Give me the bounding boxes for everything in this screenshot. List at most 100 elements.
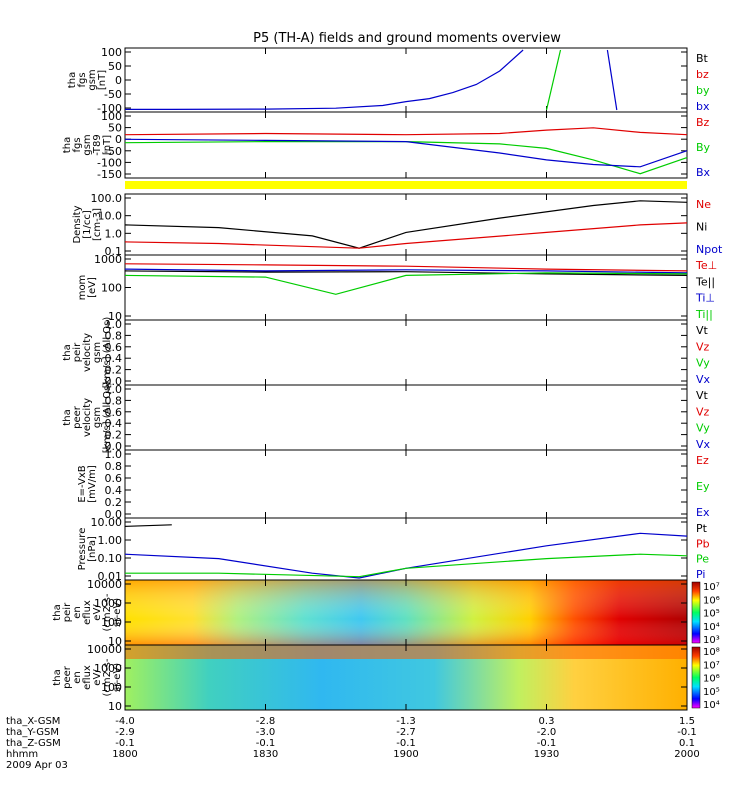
x-row-value: -0.1 bbox=[396, 738, 416, 749]
colorbar-tick-label: 10⁶ bbox=[703, 674, 720, 685]
y-axis-label: [km/s] (All Qs) bbox=[102, 317, 113, 389]
y-tick-label: 1.00 bbox=[98, 534, 123, 547]
y-tick-label: 0.2 bbox=[105, 429, 123, 442]
y-axis-label: [mV/m] bbox=[87, 465, 98, 503]
y-tick-label: 1000 bbox=[94, 597, 122, 610]
y-tick-label: 0 bbox=[115, 133, 122, 146]
y-tick-label: -100 bbox=[97, 102, 122, 115]
y-axis-label: (cm2-s- bbox=[102, 658, 113, 696]
legend-entry: Vx bbox=[696, 373, 711, 386]
y-axis-label: [nPa] bbox=[87, 536, 98, 562]
y-axis-label: peir bbox=[62, 602, 73, 622]
series-group-Temperature bbox=[124, 263, 688, 295]
y-axis-label: peir bbox=[72, 342, 83, 362]
y-tick-label: 1000 bbox=[94, 662, 122, 675]
legend-entry: Ni bbox=[696, 221, 707, 234]
series-line-Bx bbox=[124, 138, 688, 168]
x-row-value: 1930 bbox=[534, 749, 559, 760]
y-axis-label: sr-eV) bbox=[112, 663, 123, 692]
x-row-value: 1800 bbox=[112, 749, 137, 760]
y-tick-label: 0.2 bbox=[105, 364, 123, 377]
legend-entry: Ti|| bbox=[695, 308, 713, 321]
colorbar bbox=[691, 646, 701, 709]
x-date-label: 2009 Apr 03 bbox=[6, 760, 68, 771]
yellow-separator bbox=[125, 181, 687, 189]
y-axis-label: gsm bbox=[87, 69, 98, 90]
legend-entry: Vy bbox=[696, 357, 710, 370]
y-tick-label: 1000 bbox=[94, 253, 122, 266]
legend-entry: Vt bbox=[696, 324, 709, 337]
x-row-value: -1.3 bbox=[396, 716, 416, 727]
y-tick-label: -100 bbox=[97, 156, 122, 169]
y-axis-label: Pressure bbox=[77, 528, 88, 571]
x-row-value: -2.9 bbox=[115, 727, 135, 738]
y-tick-label: 100 bbox=[101, 616, 122, 629]
figure-title: P5 (TH-A) fields and ground moments over… bbox=[253, 31, 561, 46]
y-tick-label: 0.0 bbox=[105, 508, 123, 521]
y-tick-label: 0.6 bbox=[105, 341, 123, 354]
y-tick-label: 1.0 bbox=[105, 448, 123, 461]
x-row-value: 0.1 bbox=[679, 738, 695, 749]
y-axis-label: eV/ bbox=[92, 669, 103, 686]
y-axis-label: (cm2-s- bbox=[102, 593, 113, 631]
x-row-value: 0.3 bbox=[539, 716, 555, 727]
legend-entry: Te⊥ bbox=[695, 259, 717, 272]
legend-entry: Ti⊥ bbox=[695, 292, 715, 305]
y-axis-label: eflux bbox=[82, 665, 93, 690]
y-axis-label: peer bbox=[62, 665, 73, 689]
y-tick-label: -50 bbox=[104, 88, 122, 101]
x-row-name: tha_Y-GSM bbox=[6, 727, 59, 738]
x-row-value: -0.1 bbox=[537, 738, 557, 749]
colorbar-tick-label: 10⁷ bbox=[703, 582, 720, 593]
y-axis-label: gsm bbox=[82, 134, 93, 155]
y-axis-label: tha bbox=[62, 344, 73, 360]
x-row-value: 1.5 bbox=[679, 716, 695, 727]
y-tick-label: 10 bbox=[108, 635, 122, 648]
legend-entry: Vx bbox=[696, 438, 711, 451]
y-axis-label: gsm bbox=[92, 342, 103, 363]
y-axis-label: gsm bbox=[92, 407, 103, 428]
y-axis-label: [eV] bbox=[87, 277, 98, 298]
y-axis-label: en bbox=[72, 606, 83, 619]
x-row-value: -2.8 bbox=[256, 716, 276, 727]
legend-entry: Pi bbox=[696, 568, 705, 581]
legend-entry: Bx bbox=[696, 166, 711, 179]
y-tick-label: 10000 bbox=[87, 578, 122, 591]
y-axis-label: Density bbox=[72, 205, 83, 243]
y-axis-label: fgs bbox=[72, 137, 83, 152]
y-tick-label: -150 bbox=[97, 168, 122, 181]
y-tick-label: 0.1 bbox=[105, 245, 123, 258]
legend-entry: Pb bbox=[696, 537, 710, 550]
series-line-Pt bbox=[124, 524, 172, 527]
panel-density: 100.0 10.0 1.0 0.1 Density [1/cc] [cm-3] Ne Ni Np… bbox=[72, 192, 723, 258]
y-tick-label: 10000 bbox=[87, 643, 122, 656]
x-row-value: 1900 bbox=[393, 749, 418, 760]
legend-entry: Bz bbox=[696, 116, 710, 129]
series-line-by bbox=[545, 49, 562, 111]
y-axis-label: en bbox=[72, 671, 83, 684]
y-tick-label: 0.8 bbox=[105, 394, 123, 407]
panel-frame bbox=[124, 193, 688, 256]
legend-entry: Vt bbox=[696, 389, 709, 402]
legend-entry: Ne bbox=[696, 198, 711, 211]
colorbar-tick-label: 10⁴ bbox=[703, 622, 720, 633]
colorbar-tick-label: 10⁴ bbox=[703, 700, 720, 711]
x-row-value: -0.1 bbox=[115, 738, 135, 749]
colorbar bbox=[691, 581, 701, 644]
y-axis-label: velocity bbox=[82, 398, 93, 437]
y-tick-label: 100 bbox=[101, 110, 122, 123]
y-axis-label: tha bbox=[52, 669, 63, 685]
legend-entry: Ey bbox=[696, 480, 710, 493]
series-line-Ti|| bbox=[124, 272, 688, 295]
colorbar-tick-label: 10⁸ bbox=[703, 647, 720, 658]
y-tick-label: 50 bbox=[108, 60, 122, 73]
x-row-value: 2000 bbox=[674, 749, 699, 760]
y-axis-label: velocity bbox=[82, 333, 93, 372]
x-row-value: -4.0 bbox=[115, 716, 135, 727]
panel-frame bbox=[124, 384, 688, 451]
colorbar-tick-label: 10⁷ bbox=[703, 660, 720, 671]
y-tick-label: 100 bbox=[101, 46, 122, 59]
series-line-By bbox=[124, 141, 688, 175]
x-row-name: hhmm bbox=[6, 749, 38, 760]
